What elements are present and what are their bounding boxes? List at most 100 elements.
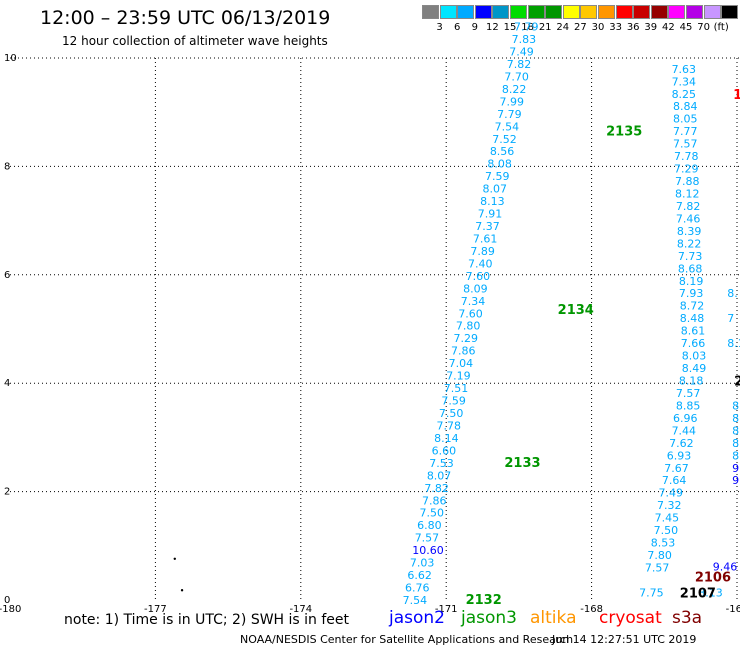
wave-height-label: 8.07	[483, 183, 508, 196]
wave-height-label: 7.89	[470, 245, 495, 258]
wave-height-label: 8.18	[679, 374, 704, 387]
wave-height-label: 8.84	[673, 100, 698, 113]
wave-height-label: 7.82	[424, 482, 449, 495]
wave-height-label: 6.60	[432, 444, 457, 457]
wave-height-label: 8.6	[732, 412, 740, 425]
wave-height-label: 6.93	[667, 449, 692, 462]
wave-height-label: 7.50	[654, 524, 679, 537]
observation-dot	[180, 589, 184, 592]
wave-height-label: 7.34	[672, 75, 697, 88]
wave-height-label: 8.56	[490, 145, 515, 158]
color-scale-label: (ft)	[713, 22, 729, 33]
color-scale-swatch	[703, 5, 721, 19]
wave-height-label: 7.34	[461, 295, 486, 308]
wave-height-label: 8.25	[672, 88, 697, 101]
y-tick-label: 0	[4, 595, 10, 606]
wave-height-label: 7.60	[458, 307, 483, 320]
color-scale-label: 18	[521, 22, 534, 33]
wave-height-label: 8.12	[675, 188, 700, 201]
wave-height-label: 8.22	[502, 83, 526, 96]
wave-height-label: 7.19	[446, 370, 471, 383]
footer-note: note: 1) Time is in UTC; 2) SWH is in fe…	[64, 612, 350, 628]
x-tick-label: -171	[435, 604, 458, 615]
wave-height-label: 7.99	[500, 95, 524, 108]
wave-height-label: 7.64	[662, 474, 687, 487]
footer-timestamp: Jun 14 12:27:51 UTC 2019	[552, 633, 697, 646]
legend-cryosat: cryosat	[599, 608, 662, 628]
pass-number-label: 2133	[504, 456, 540, 471]
wave-height-label: 8.49	[682, 362, 707, 375]
wave-height-label: 8.72	[680, 300, 705, 313]
observation-dot	[173, 557, 176, 561]
x-tick-label: -174	[289, 604, 312, 615]
color-scale-swatch	[580, 5, 598, 19]
color-scale-swatch	[422, 5, 439, 19]
wave-height-label: 8.09	[463, 282, 488, 295]
wave-height-label: 7.93	[679, 287, 704, 300]
color-scale-swatch	[562, 5, 580, 19]
wave-height-label: 7.77	[673, 125, 698, 138]
wave-height-label: 7.45	[655, 512, 680, 525]
color-scale-label: 42	[662, 22, 675, 33]
wave-height-label: 7.50	[439, 407, 464, 420]
wave-height-label: 7.82	[676, 200, 701, 213]
y-tick-label: 6	[4, 270, 10, 281]
x-tick-label: -177	[144, 604, 167, 615]
color-scale-label: 15	[503, 22, 517, 33]
wave-height-label: 7.51	[444, 382, 469, 395]
wave-height-label: 7.73	[678, 250, 703, 263]
color-scale-label: 6	[454, 22, 461, 33]
wave-height-label: 7.82	[507, 58, 532, 71]
wave-height-label: 7.37	[475, 220, 500, 233]
wave-height-label: 7.54	[495, 120, 519, 133]
wave-height-label: 8.08	[487, 158, 512, 171]
wave-height-label: 8.7	[732, 424, 740, 437]
wave-height-label: 8.05	[673, 113, 698, 126]
pass-number-label: 18	[733, 88, 740, 103]
pass-number-label: 2134	[558, 303, 594, 318]
pass-number-label: 2107	[680, 586, 716, 601]
color-scale-label: 39	[644, 22, 658, 33]
wave-height-label: 7.86	[451, 345, 476, 358]
wave-height-label: 9.46	[713, 560, 738, 573]
wave-height-label: 7.67	[664, 462, 689, 475]
wave-height-label: 6.80	[417, 519, 442, 532]
wave-height-label: 7	[727, 312, 734, 325]
wave-height-label: 7.80	[647, 549, 672, 562]
wave-height-label: 6.96	[673, 412, 698, 425]
wave-height-label: 7.44	[672, 424, 697, 437]
color-scale-swatch	[721, 5, 739, 19]
wave-height-label: 7.03	[410, 557, 435, 570]
x-tick-label: -168	[580, 604, 603, 615]
color-scale-swatch	[633, 5, 651, 19]
legend-altika: altika	[530, 608, 577, 628]
pass-number-label: 2106	[695, 571, 731, 586]
wave-height-label: 7.54	[403, 594, 428, 607]
wave-height-label: 8.61	[681, 325, 706, 338]
color-scale-label: 9	[471, 22, 478, 33]
wave-height-label: 8.7	[732, 437, 740, 450]
legend-s3a: s3a	[672, 608, 703, 628]
wave-height-label: 7.78	[437, 419, 462, 432]
wave-height-label: 9.2	[732, 474, 740, 487]
color-scale-label: 45	[679, 22, 693, 33]
wave-height-label: 7.61	[473, 232, 498, 245]
color-scale-label: 27	[574, 22, 587, 33]
legend-jason2: jason2	[389, 608, 445, 628]
wave-height-label: 7.49	[658, 487, 683, 500]
wave-height-label: 7.60	[466, 270, 491, 283]
wave-height-label: 7.57	[645, 561, 670, 574]
wave-height-label: 10.60	[412, 544, 444, 557]
wave-height-label: 7.62	[669, 437, 694, 450]
color-scale-label: 33	[609, 22, 622, 33]
color-scale-label: 70	[697, 22, 710, 33]
wave-height-label: 9.0	[732, 462, 740, 475]
wave-height-label: 7.66	[681, 337, 706, 350]
wave-height-label: 8.19	[679, 275, 704, 288]
wave-height-label: 8.13	[480, 195, 505, 208]
color-scale-swatch	[615, 5, 633, 19]
wave-height-label: 8.	[727, 287, 738, 300]
x-tick-label: -180	[0, 604, 21, 615]
